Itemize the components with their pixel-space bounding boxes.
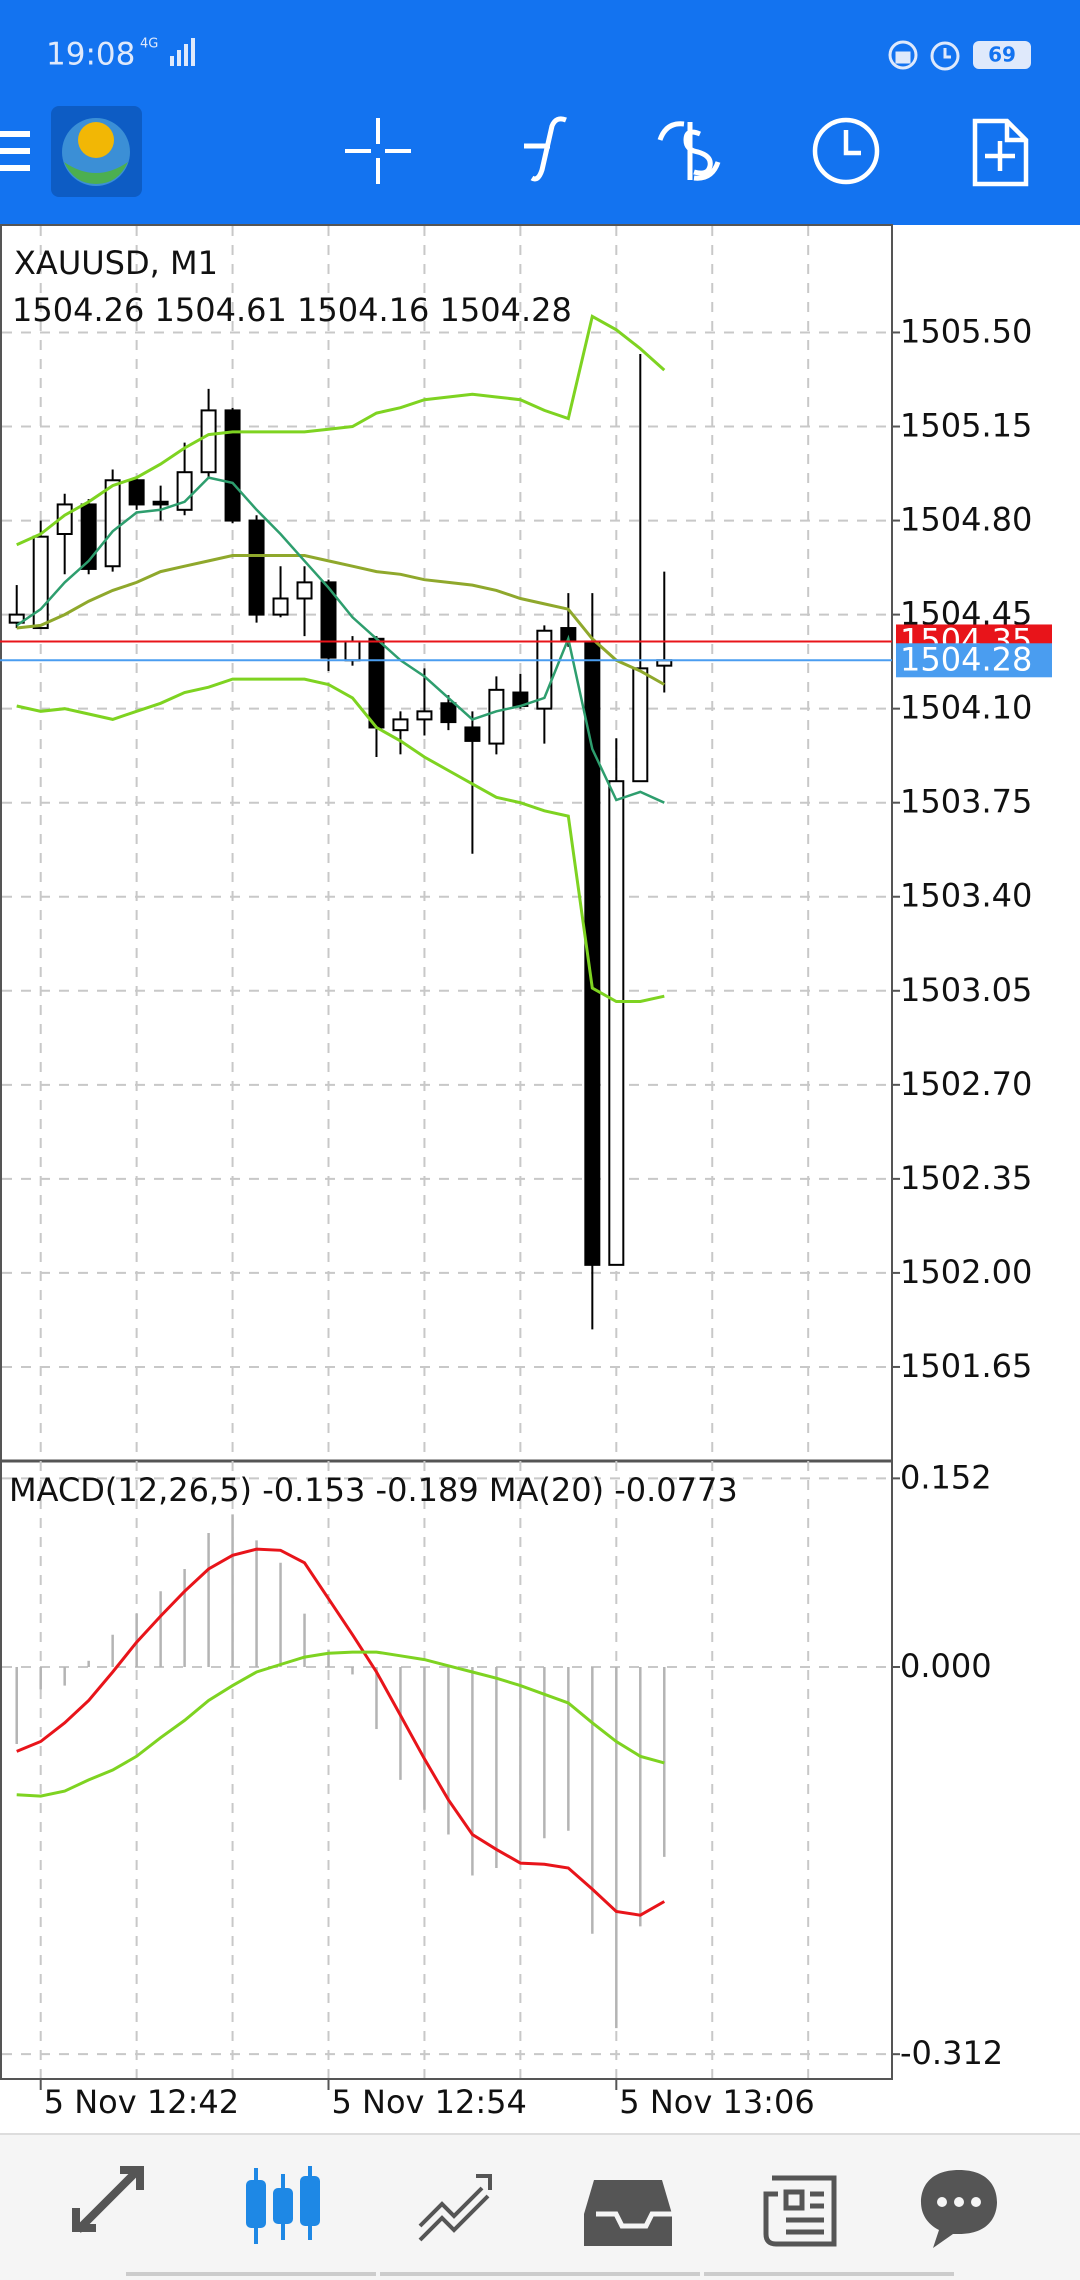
x-tick-label: 5 Nov 13:06 (619, 2083, 814, 2121)
y-tick-label: 1503.40 (900, 877, 1032, 915)
candle-body (416, 710, 433, 721)
candle-body (80, 503, 97, 570)
status-network: 4G (140, 37, 158, 52)
nav-history[interactable] (584, 2180, 672, 2246)
y-tick-label: 1502.70 (900, 1065, 1032, 1103)
nav-trade[interactable] (418, 2174, 492, 2242)
y-tick-label: 0.152 (900, 1458, 992, 1496)
macd-line (16, 1650, 665, 1798)
y-tick-label: 1503.05 (900, 971, 1032, 1009)
candle-body (344, 640, 361, 662)
y-tick-label: 0.000 (900, 1647, 992, 1685)
macd-line (16, 1547, 666, 1917)
candle-body (320, 581, 337, 659)
candle-body (296, 581, 313, 600)
nav-quotes[interactable] (72, 2166, 144, 2233)
y-tick-label: 1503.75 (900, 783, 1032, 821)
macd-title: MACD(12,26,5) -0.153 -0.189 MA(20) -0.07… (9, 1471, 738, 1509)
candle-body (440, 702, 457, 724)
candle-body (152, 500, 169, 506)
nav-indicator (126, 2272, 954, 2276)
battery-level: 69 (988, 43, 1016, 67)
nav-chart[interactable] (246, 2166, 320, 2244)
price-label: 1504.28 (900, 640, 1032, 678)
period-button[interactable] (812, 117, 880, 185)
candle-body (392, 718, 409, 732)
y-tick-label: 1504.80 (900, 501, 1032, 539)
y-tick-label: 1502.00 (900, 1253, 1032, 1291)
signal-icon (170, 38, 195, 66)
candle-body (272, 597, 289, 616)
nav-chat[interactable] (921, 2170, 997, 2248)
crosshair-button[interactable] (345, 118, 411, 184)
indicator-line (16, 314, 666, 547)
ohlc-readout: 1504.26 1504.61 1504.16 1504.28 (12, 291, 572, 329)
candle-body (104, 479, 121, 568)
candle-body (32, 535, 49, 630)
y-tick-label: -0.312 (900, 2034, 1003, 2072)
app-logo[interactable] (51, 106, 142, 197)
y-tick-label: 1505.15 (900, 407, 1032, 445)
candle-body (200, 409, 217, 474)
indicators-button[interactable] (524, 116, 567, 182)
candle-body (8, 613, 25, 624)
trade-button[interactable] (657, 121, 721, 181)
new-order-button[interactable] (972, 118, 1029, 187)
price-label-box (896, 643, 1052, 678)
y-tick-label: 1505.50 (900, 312, 1032, 350)
menu-button[interactable] (0, 131, 30, 171)
candle-body (608, 780, 625, 1266)
candle-body (128, 479, 145, 506)
indicator-line (16, 476, 665, 804)
candle-body (248, 519, 265, 616)
nav-news[interactable] (763, 2175, 837, 2247)
x-tick-label: 5 Nov 12:54 (332, 2083, 527, 2121)
app-bar (0, 0, 1080, 225)
y-tick-label: 1501.65 (900, 1347, 1032, 1385)
candle-body (176, 471, 193, 511)
indicator-line (16, 677, 665, 1003)
candle-body (632, 667, 649, 783)
status-icons (888, 40, 960, 71)
candle-body (464, 726, 481, 742)
candle-body (488, 688, 505, 745)
bottom-nav (0, 2134, 1080, 2280)
candle-body (224, 409, 241, 522)
y-tick-label: 1504.10 (900, 689, 1032, 727)
status-time: 19:08 (46, 37, 135, 73)
candle-body (368, 637, 385, 729)
battery-icon (973, 41, 1031, 69)
chart-frame (0, 224, 893, 2080)
chart-title: XAUUSD, M1 (14, 244, 218, 282)
indicator-line (16, 554, 666, 686)
plot: 1505.501505.151504.801504.451504.101503.… (0, 226, 1052, 2121)
x-tick-label: 5 Nov 12:42 (44, 2083, 239, 2121)
y-tick-label: 1502.35 (900, 1159, 1032, 1197)
